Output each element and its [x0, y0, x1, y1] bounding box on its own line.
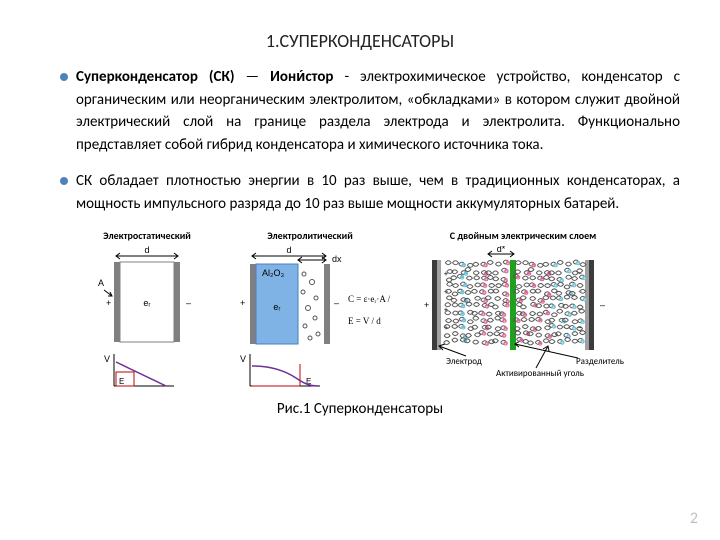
- label-er2: eᵣ: [273, 302, 280, 312]
- col-electrostatic: Электростатический d A eᵣ + –: [92, 229, 202, 396]
- formula-E: E = V / d: [348, 316, 381, 326]
- bullet-2: СК обладает плотностью энергии в 10 раз …: [60, 170, 680, 215]
- figure-caption: Рис.1 Суперконденсаторы: [40, 400, 680, 418]
- col-title-electrostatic: Электростатический: [103, 229, 191, 242]
- label-dx: dx: [332, 254, 342, 264]
- diagram-electrostatic: d A eᵣ + – V E: [92, 246, 202, 396]
- slide-title: 1.СУПЕРКОНДЕНСАТОРЫ: [40, 30, 680, 52]
- axis-V1: V: [104, 354, 110, 364]
- label-d2: d: [286, 246, 291, 255]
- label-A: A: [98, 278, 104, 288]
- label-d: d: [144, 246, 149, 255]
- label-separator: Разделитель: [576, 356, 624, 367]
- col-title-electrolytic: Электролитический: [267, 229, 353, 242]
- label-electrode: Электрод: [446, 356, 482, 367]
- axis-V2: V: [240, 354, 246, 364]
- axis-E1: E: [119, 377, 124, 386]
- minus-1: –: [186, 298, 191, 308]
- diagram-electrolytic: d dx Al₂O₃ eᵣ: [230, 246, 390, 396]
- body-list: Суперконденсатор (СК) — Иони́стор - элек…: [40, 66, 680, 215]
- label-er1: eᵣ: [143, 298, 150, 308]
- label-activated-carbon: Активированный уголь: [496, 368, 584, 379]
- plus-1: +: [106, 298, 111, 308]
- formula-C: C = ε·eᵣ·A / d: [348, 294, 390, 304]
- label-dstar: d*: [497, 246, 506, 254]
- col-edlc: С двойным электрическим слоем d*: [418, 229, 628, 396]
- col-electrolytic: Электролитический d dx: [230, 229, 390, 396]
- page-number: 2: [690, 509, 698, 528]
- diagram-edlc: d* + – ++++ ––––: [418, 246, 628, 396]
- minus-2: –: [334, 298, 339, 308]
- minus-3: –: [600, 300, 605, 310]
- plus-2: +: [240, 298, 245, 308]
- bullet-1: Суперконденсатор (СК) — Иони́стор - элек…: [60, 66, 680, 156]
- plus-3: +: [424, 300, 429, 310]
- col-title-edlc: С двойным электрическим слоем: [450, 229, 596, 242]
- figure: Электростатический d A eᵣ + –: [40, 229, 680, 418]
- label-al2o3: Al₂O₃: [262, 268, 284, 278]
